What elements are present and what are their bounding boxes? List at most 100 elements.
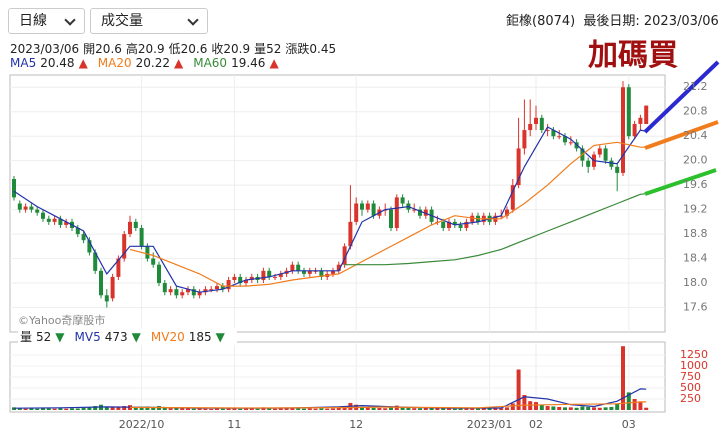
- y-tick-label: 21.2: [683, 80, 708, 93]
- volume-bar: [46, 408, 51, 410]
- legend-name: MA5: [10, 56, 37, 70]
- volume-bar: [505, 407, 509, 410]
- volume-bar: [545, 406, 550, 410]
- volume-bar: [574, 407, 579, 410]
- candle-body: [41, 212, 45, 219]
- candle-body: [186, 289, 190, 293]
- volume-bar: [400, 407, 405, 410]
- volume-bar: [52, 408, 57, 410]
- candle-body: [534, 117, 538, 124]
- y-tick-label: 17.6: [683, 301, 708, 314]
- candle-body: [522, 130, 527, 149]
- line: [129, 401, 647, 409]
- volume-bar: [145, 406, 150, 410]
- candle-body: [336, 264, 341, 271]
- x-tick-label: 02: [529, 418, 543, 431]
- legend-name: 量: [20, 330, 33, 344]
- volume-bar: [563, 407, 567, 410]
- volume-bar: [180, 408, 185, 410]
- candle-body: [452, 221, 457, 225]
- candle-body: [267, 270, 272, 277]
- volume-bar: [580, 406, 585, 410]
- volume-bar: [325, 408, 330, 410]
- volume-bar: [429, 407, 434, 410]
- volume-bar: [499, 408, 504, 410]
- legend-value: 20.48: [40, 56, 75, 70]
- line: [13, 126, 647, 293]
- volume-bar: [232, 408, 237, 410]
- candle-body: [278, 273, 283, 277]
- candle-body: [261, 270, 266, 280]
- candle-body: [151, 258, 156, 265]
- volume-bar: [371, 407, 376, 410]
- candle-body: [232, 276, 237, 280]
- volume-bar: [423, 408, 428, 410]
- y-tick-label: 750: [680, 370, 701, 383]
- volume-bar: [377, 408, 382, 410]
- candle-body: [46, 218, 51, 222]
- candle-body: [168, 289, 173, 293]
- candle-body: [162, 283, 167, 293]
- candle-body: [157, 264, 161, 284]
- candle-body: [145, 246, 150, 259]
- volume-bar: [389, 406, 393, 410]
- volume-bar: [441, 408, 446, 410]
- volume-bar: [464, 408, 469, 410]
- volume-bar: [133, 407, 138, 410]
- candle-body: [93, 252, 98, 271]
- volume-bar: [290, 407, 295, 410]
- volume-bar: [162, 406, 167, 410]
- annotation: 加碼買: [588, 38, 678, 73]
- volume-bar: [255, 408, 260, 410]
- volume-bar: [586, 406, 591, 410]
- legend-name: MA20: [97, 56, 132, 70]
- volume-bar: [447, 408, 451, 410]
- quote-item: 高20.9: [125, 42, 165, 56]
- legend-value: 20.22: [135, 56, 170, 70]
- volume-bar: [551, 406, 556, 410]
- volume-bar: [522, 395, 527, 410]
- quote-item: 2023/03/06: [10, 42, 80, 56]
- volume-bar: [539, 404, 544, 410]
- candle-body: [516, 148, 521, 186]
- stock-name: 鉅橡(8074): [506, 14, 576, 29]
- volume-bar: [110, 406, 115, 410]
- candle-body: [400, 197, 405, 204]
- candle-body: [365, 203, 370, 210]
- candle-body: [644, 105, 649, 124]
- candle-body: [64, 221, 69, 225]
- volume-bar: [12, 407, 16, 410]
- volume-bar: [273, 408, 277, 410]
- x-tick-label: 03: [622, 418, 636, 431]
- x-tick-label: 2022/10: [119, 418, 165, 431]
- quote-item: 開20.6: [83, 42, 122, 56]
- candle-body: [99, 270, 103, 296]
- candle-body: [464, 221, 469, 228]
- volume-bar: [435, 408, 440, 410]
- volume-bar: [267, 408, 272, 410]
- legend-trend: ▼: [215, 330, 225, 344]
- volume-bar: [296, 408, 301, 410]
- legend-trend: ▼: [131, 330, 141, 344]
- candle-body: [116, 258, 121, 277]
- volume-bar: [470, 407, 475, 410]
- period-select[interactable]: 日線: [8, 8, 85, 34]
- volume-bar: [307, 408, 312, 410]
- volume-bar: [302, 408, 306, 410]
- volume-bar: [209, 408, 214, 410]
- x-tick-label: 11: [227, 418, 241, 431]
- candle-body: [139, 227, 144, 247]
- candle-body: [371, 203, 376, 216]
- volume-bar: [597, 407, 602, 410]
- volume-bar: [638, 402, 643, 410]
- candle-body: [638, 117, 643, 124]
- quote-item: 低20.6: [168, 42, 208, 56]
- volume-bar: [418, 408, 422, 410]
- y-tick-label: 19.2: [683, 203, 708, 216]
- volume-bar: [75, 408, 80, 410]
- indicator-select[interactable]: 成交量: [90, 8, 208, 34]
- candle-body: [191, 289, 196, 296]
- annotation-arrow: [643, 60, 720, 134]
- volume-bar: [151, 407, 156, 410]
- volume-bar: [516, 369, 521, 410]
